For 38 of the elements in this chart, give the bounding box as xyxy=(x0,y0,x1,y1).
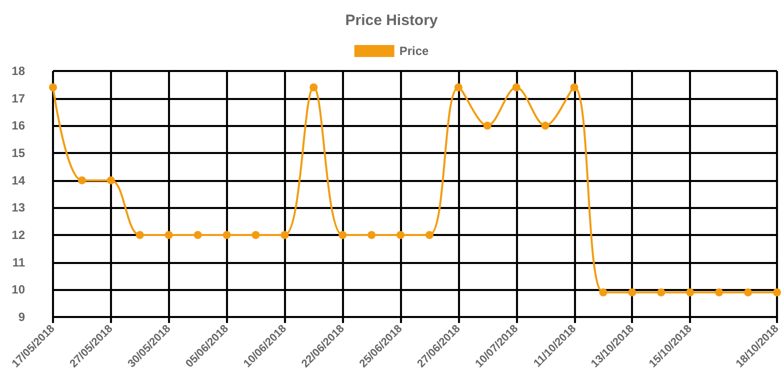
point xyxy=(49,83,57,92)
y-tick-label: 15 xyxy=(12,146,26,160)
point xyxy=(136,231,144,239)
y-tick-label: 11 xyxy=(12,255,26,270)
y-tick-label: 12 xyxy=(12,228,26,242)
point xyxy=(368,231,376,239)
point xyxy=(483,122,492,130)
point xyxy=(252,231,260,239)
y-tick-label: 9 xyxy=(18,310,26,324)
point xyxy=(454,83,462,92)
point xyxy=(628,288,636,296)
point xyxy=(280,231,289,239)
chart-title: Price History xyxy=(345,12,438,29)
y-tick-label: 16 xyxy=(12,118,26,133)
point xyxy=(106,176,115,184)
point xyxy=(715,288,724,296)
point xyxy=(773,288,781,296)
point xyxy=(222,231,231,239)
y-tick-label: 13 xyxy=(12,200,26,215)
y-tick-label: 10 xyxy=(12,282,26,297)
point xyxy=(78,176,86,184)
y-tick-label: 17 xyxy=(12,91,26,106)
legend-label: Price xyxy=(399,44,430,58)
point xyxy=(164,231,173,239)
y-tick-label: 14 xyxy=(12,173,26,188)
point xyxy=(541,122,550,130)
point xyxy=(657,288,666,296)
point xyxy=(425,231,434,239)
point xyxy=(686,288,694,296)
point xyxy=(194,231,202,239)
point xyxy=(310,83,318,92)
point xyxy=(396,231,405,239)
y-tick-label: 18 xyxy=(12,64,26,78)
point xyxy=(570,83,578,92)
point xyxy=(599,288,608,296)
point xyxy=(338,231,347,239)
point xyxy=(744,288,752,296)
point xyxy=(512,83,520,92)
